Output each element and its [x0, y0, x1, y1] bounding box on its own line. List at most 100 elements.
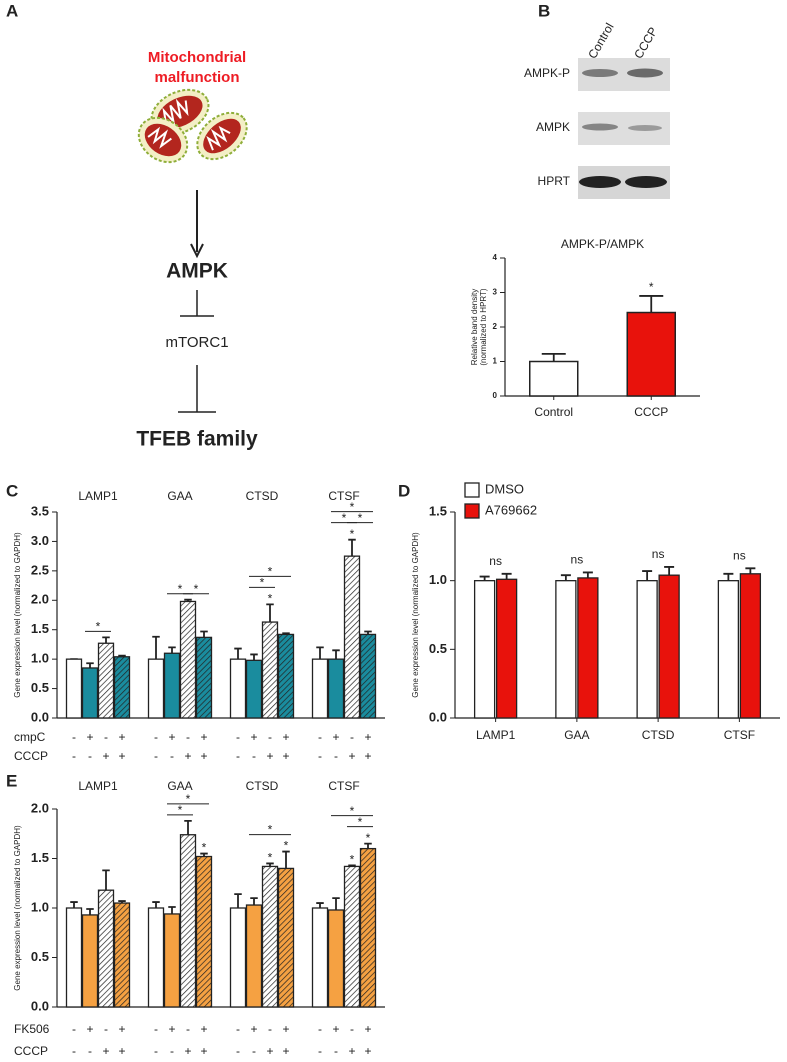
condition-sign: +: [250, 1022, 257, 1036]
condition-sign: -: [334, 1044, 338, 1058]
error-bar: [70, 901, 78, 908]
error-bar: [86, 908, 94, 915]
error-bar: [364, 842, 372, 849]
category-label: GAA: [564, 728, 589, 742]
condition-sign: -: [318, 1044, 322, 1058]
error-bar: [234, 893, 242, 908]
category-label: CTSF: [328, 779, 359, 793]
band: [627, 68, 663, 78]
error-bar: [86, 662, 94, 668]
legend-label: A769662: [485, 502, 537, 517]
condition-sign: -: [104, 730, 108, 744]
y-tick-label: 0.5: [429, 641, 447, 656]
bar: [626, 311, 676, 397]
bar: [636, 580, 658, 719]
condition-sign: +: [184, 1044, 191, 1058]
y-tick-label: 3.0: [31, 533, 49, 548]
y-tick-label: 1: [493, 357, 498, 366]
category-label: LAMP1: [476, 728, 516, 742]
significance-label: *: [178, 803, 183, 817]
condition-sign: +: [102, 1044, 109, 1058]
y-tick-label: 1.0: [31, 651, 49, 666]
x-tick-label: CCCP: [634, 405, 668, 419]
bar: [717, 580, 740, 719]
x-tick-label: Control: [534, 405, 573, 419]
bar: [245, 904, 263, 1008]
y-axis-label: Relative band density: [470, 289, 479, 366]
condition-sign: -: [154, 749, 158, 763]
error-bar: [642, 570, 653, 581]
bar: [473, 580, 496, 719]
error-bar: [332, 897, 340, 910]
condition-sign: +: [118, 730, 125, 744]
bar: [113, 656, 131, 719]
error-bar: [316, 902, 324, 908]
error-bar: [282, 850, 290, 869]
bar: [65, 658, 83, 719]
condition-sign: -: [268, 1022, 272, 1036]
y-tick-label: 0.0: [31, 709, 49, 724]
error-bar: [168, 906, 176, 914]
condition-sign: +: [118, 1044, 125, 1058]
category-label: CTSF: [724, 728, 755, 742]
bar: [343, 555, 361, 719]
condition-sign: +: [266, 749, 273, 763]
row-label: AMPK-P: [524, 66, 570, 80]
error-bar: [152, 635, 160, 660]
condition-sign: +: [86, 730, 93, 744]
error-bar: [348, 538, 356, 557]
condition-sign: +: [266, 1044, 273, 1058]
significance-label: *: [268, 592, 273, 606]
panel-label: E: [6, 771, 17, 790]
condition-sign: -: [88, 749, 92, 763]
category-label: CTSD: [246, 779, 279, 793]
y-tick-label: 2.0: [31, 592, 49, 607]
significance-label: *: [194, 582, 199, 596]
error-bar: [664, 566, 675, 576]
category-label: CTSF: [328, 489, 359, 503]
significance-label: ns: [489, 554, 502, 568]
error-bar: [316, 646, 324, 660]
significance-label: *: [350, 527, 355, 541]
blot: Control CCCP AMPK-P AMPK HPRT: [524, 21, 670, 199]
bar: [147, 907, 165, 1008]
bar: [327, 658, 345, 719]
y-tick-label: 1.5: [429, 503, 447, 518]
y-axis-label: Gene expression level (normalized to GAP…: [13, 825, 22, 991]
bar: [529, 360, 579, 397]
y-tick-label: 2.0: [31, 800, 49, 815]
condition-sign: -: [252, 1044, 256, 1058]
significance-label: *: [186, 792, 191, 806]
significance-label: *: [178, 582, 183, 596]
y-tick-label: 0.0: [31, 998, 49, 1013]
condition-sign: +: [364, 1044, 371, 1058]
condition-sign: +: [348, 749, 355, 763]
bar: [343, 865, 361, 1008]
condition-sign: +: [282, 1022, 289, 1036]
error-bar: [479, 575, 490, 581]
y-tick-label: 1.0: [429, 572, 447, 587]
condition-label: cmpC: [14, 730, 46, 744]
condition-sign: +: [200, 749, 207, 763]
mitochondria-icon: [137, 88, 248, 164]
condition-sign: -: [350, 1022, 354, 1036]
condition-sign: +: [364, 730, 371, 744]
error-bar: [234, 647, 242, 660]
bar: [359, 633, 377, 719]
significance-label: *: [358, 815, 363, 829]
category-label: CTSD: [642, 728, 675, 742]
band: [628, 125, 662, 131]
condition-sign: +: [348, 1044, 355, 1058]
condition-sign: -: [154, 1022, 158, 1036]
legend-swatch: [464, 482, 480, 498]
condition-sign: -: [170, 749, 174, 763]
chart-title: AMPK-P/AMPK: [561, 237, 644, 251]
bar: [147, 658, 165, 719]
significance-label: *: [350, 500, 355, 514]
condition-sign: -: [154, 1044, 158, 1058]
condition-sign: +: [118, 1022, 125, 1036]
condition-sign: +: [200, 1044, 207, 1058]
category-label: LAMP1: [78, 489, 118, 503]
condition-sign: -: [186, 1022, 190, 1036]
error-bar: [745, 567, 756, 574]
